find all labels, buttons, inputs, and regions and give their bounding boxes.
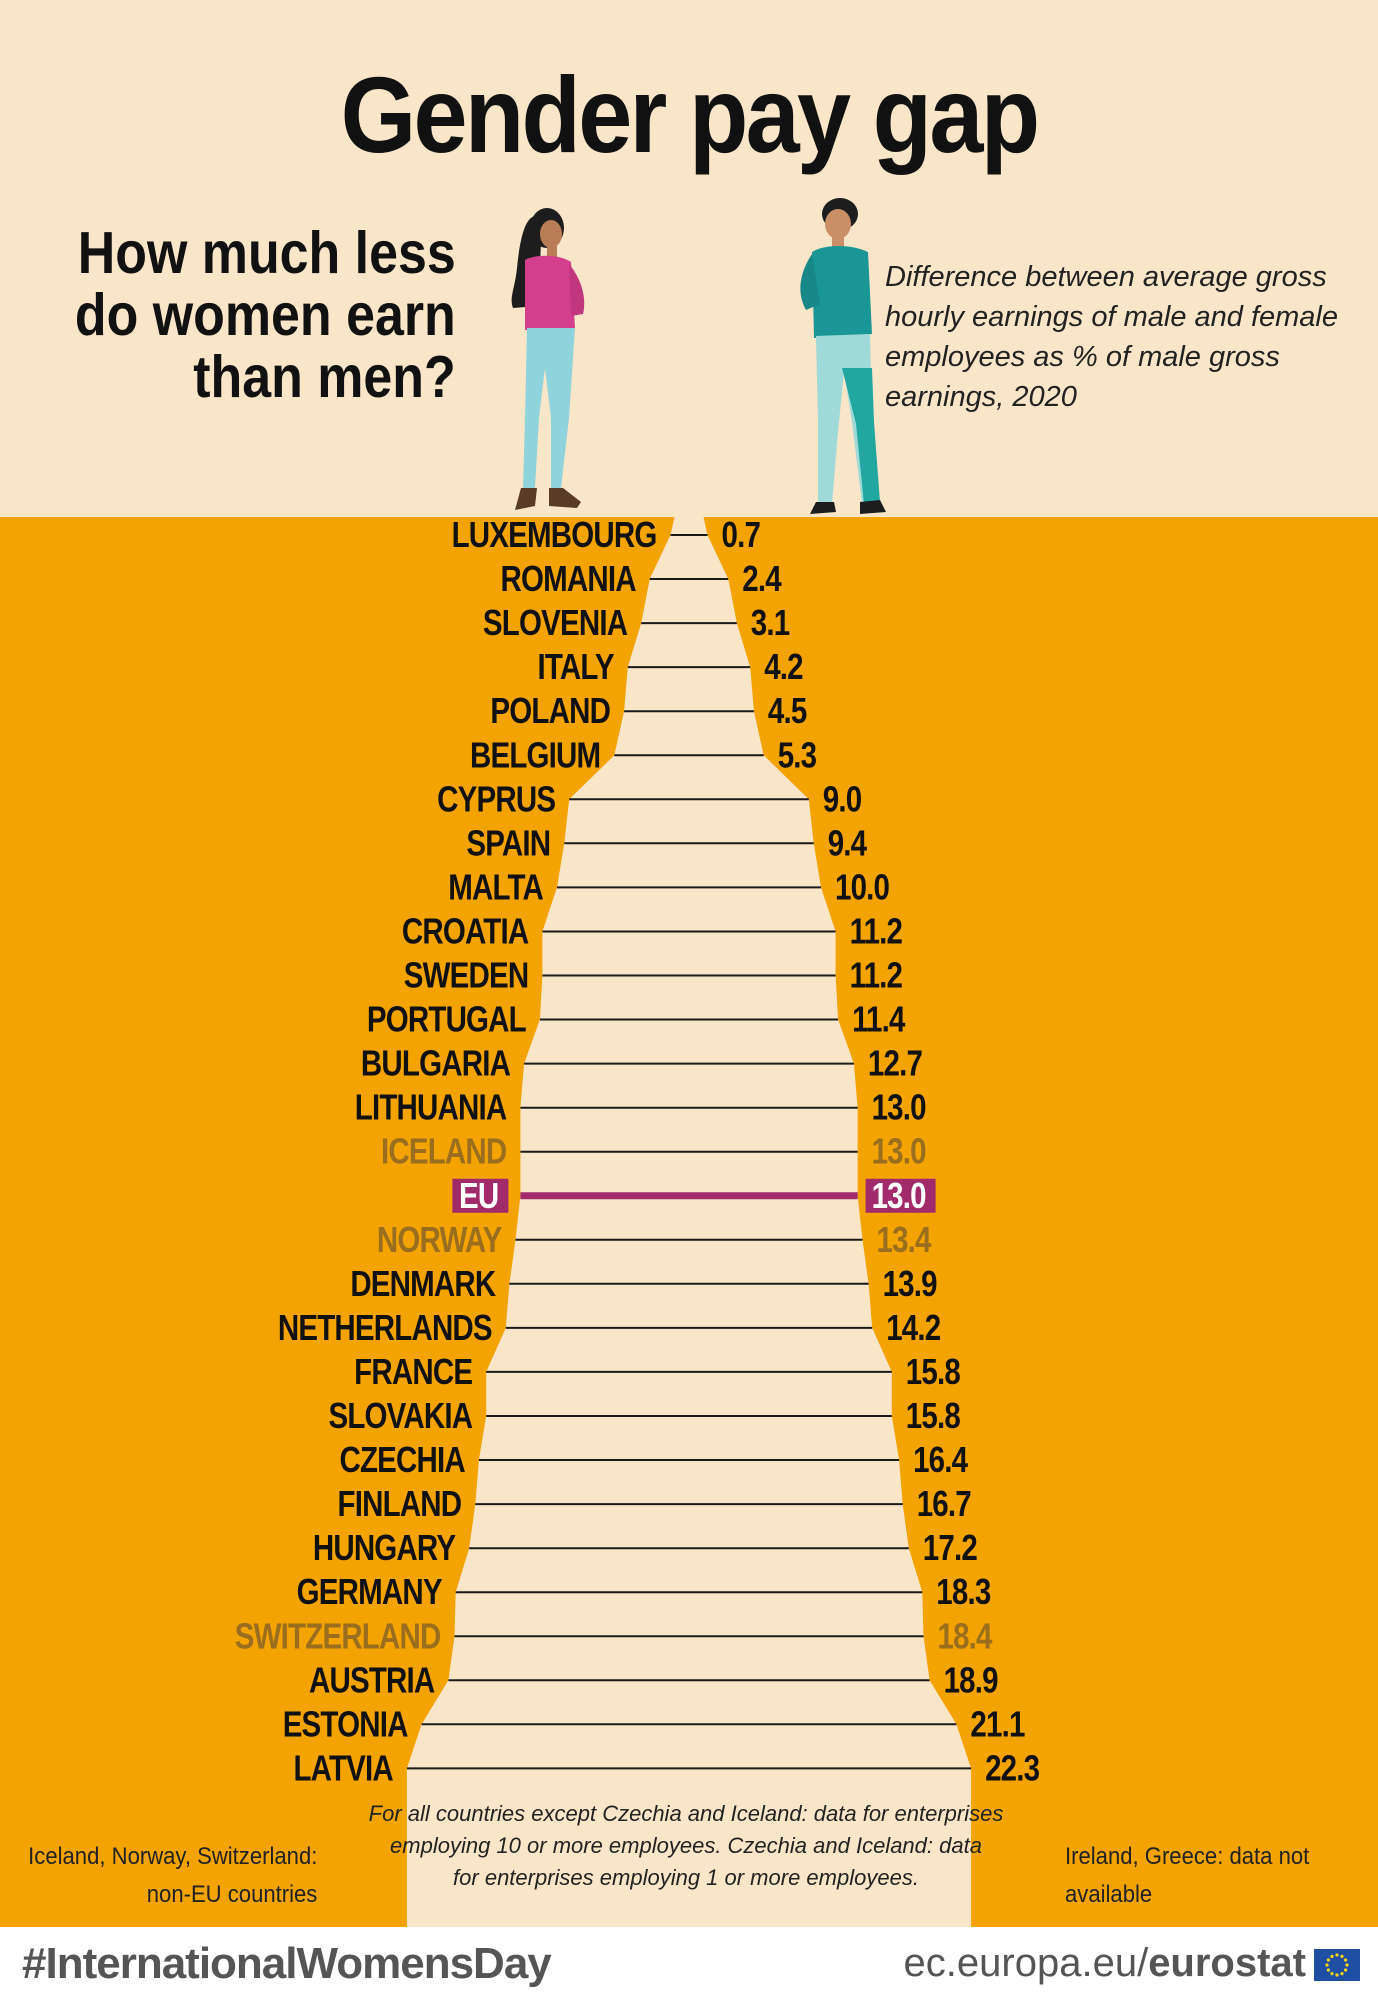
country-label: NETHERLANDS (278, 1307, 492, 1347)
value-label: 9.4 (828, 822, 868, 862)
country-label: MALTA (448, 867, 543, 907)
description-line-2: hourly earnings of male and female (885, 301, 1338, 333)
country-label: ESTONIA (283, 1703, 408, 1743)
footer-bar: #InternationalWomensDay ec.europa.eu/eur… (0, 1927, 1378, 2000)
country-label: EU (459, 1175, 498, 1215)
woman-figure-icon (511, 208, 585, 510)
value-label: 11.2 (850, 911, 903, 951)
missing-data-note: Ireland, Greece: data not available (1065, 1838, 1341, 1914)
value-label: 15.8 (906, 1351, 961, 1391)
country-label: POLAND (490, 690, 610, 730)
methodology-line-3: for enterprises employing 1 or more empl… (453, 1865, 919, 1890)
value-label: 13.4 (876, 1219, 932, 1259)
value-label: 0.7 (722, 514, 761, 554)
country-label: HUNGARY (313, 1527, 456, 1567)
missing-data-line-1: Ireland, Greece: data not (1065, 1843, 1310, 1870)
value-label: 15.8 (906, 1395, 961, 1435)
question-heading: How much less do women earn than men? (75, 222, 456, 408)
value-label: 13.0 (872, 1175, 926, 1215)
value-label: 12.7 (868, 1043, 922, 1083)
question-line-3: than men? (193, 344, 456, 410)
question-line-2: do women earn (75, 282, 456, 348)
non-eu-note-line-1: Iceland, Norway, Switzerland: (27, 1843, 317, 1870)
value-label: 13.9 (883, 1263, 938, 1303)
value-label: 18.3 (936, 1571, 991, 1611)
man-figure-icon (800, 198, 886, 514)
non-eu-note: Iceland, Norway, Switzerland: non-EU cou… (28, 1838, 317, 1914)
value-label: 5.3 (778, 734, 817, 774)
description-line-4: earnings, 2020 (885, 381, 1077, 413)
country-label: LITHUANIA (355, 1087, 507, 1127)
cream-staircase (406, 517, 972, 1927)
country-label: SPAIN (466, 822, 550, 862)
country-label: FRANCE (354, 1351, 472, 1391)
value-label: 16.7 (917, 1483, 971, 1523)
value-label: 13.0 (872, 1131, 926, 1171)
country-label: SLOVAKIA (328, 1395, 472, 1435)
page-title: Gender pay gap (340, 54, 1041, 175)
value-label: 22.3 (985, 1748, 1040, 1788)
non-eu-note-line-2: non-EU countries (146, 1881, 317, 1908)
value-label: 13.0 (872, 1087, 926, 1127)
value-label: 4.2 (764, 646, 803, 686)
missing-data-line-2: available (1065, 1881, 1153, 1908)
value-label: 3.1 (751, 602, 790, 642)
country-label: CZECHIA (339, 1439, 465, 1479)
country-label: SWEDEN (404, 955, 529, 995)
country-label: LUXEMBOURG (452, 514, 657, 554)
country-label: NORWAY (377, 1219, 502, 1259)
country-label: GERMANY (297, 1571, 443, 1611)
country-label: PORTUGAL (367, 999, 527, 1039)
country-label: SLOVENIA (483, 602, 627, 642)
country-label: DENMARK (350, 1263, 496, 1303)
value-label: 17.2 (923, 1527, 977, 1567)
site-prefix: ec.europa.eu/ (903, 1941, 1149, 1985)
value-label: 11.2 (850, 955, 903, 995)
value-label: 21.1 (970, 1703, 1025, 1743)
value-label: 4.5 (768, 690, 807, 730)
description-line-3: employees as % of male gross (885, 341, 1280, 373)
country-label: SWITZERLAND (235, 1615, 441, 1655)
methodology-line-2: employing 10 or more employees. Czechia … (390, 1833, 982, 1858)
country-label: ITALY (538, 646, 615, 686)
value-label: 10.0 (835, 867, 889, 907)
value-label: 18.4 (937, 1615, 993, 1655)
methodology-line-1: For all countries except Czechia and Ice… (368, 1801, 1004, 1826)
value-label: 14.2 (886, 1307, 940, 1347)
eurostat-link[interactable]: ec.europa.eu/eurostat (904, 1941, 1306, 1986)
chart-description: Difference between average gross hourly … (885, 257, 1355, 417)
country-label: ICELAND (381, 1131, 507, 1171)
eu-value-box (865, 1178, 936, 1213)
value-label: 18.9 (944, 1659, 999, 1699)
country-label: AUSTRIA (309, 1659, 435, 1699)
country-label: LATVIA (293, 1748, 393, 1788)
methodology-note: For all countries except Czechia and Ice… (336, 1798, 1036, 1894)
country-label: CROATIA (402, 911, 529, 951)
hashtag-link[interactable]: #InternationalWomensDay (22, 1939, 552, 1988)
value-label: 16.4 (913, 1439, 969, 1479)
country-label: CYPRUS (437, 778, 555, 818)
header-area: Gender pay gap How much less do women ea… (0, 0, 1378, 517)
question-line-1: How much less (78, 220, 457, 286)
site-brand: eurostat (1148, 1941, 1306, 1985)
country-label: BELGIUM (470, 734, 600, 774)
eu-label-box (452, 1178, 509, 1213)
eu-flag-icon (1314, 1949, 1360, 1981)
value-label: 11.4 (852, 999, 906, 1039)
pay-gap-chart: LUXEMBOURG 0.7 ROMANIA 2.4 SLOVENIA 3.1 ITALY 4… (235, 514, 1041, 1927)
value-label: 2.4 (742, 558, 782, 598)
country-label: ROMANIA (500, 558, 635, 598)
value-label: 9.0 (823, 778, 862, 818)
country-label: FINLAND (338, 1483, 462, 1523)
country-label: BULGARIA (361, 1043, 510, 1083)
description-line-1: Difference between average gross (885, 261, 1327, 293)
